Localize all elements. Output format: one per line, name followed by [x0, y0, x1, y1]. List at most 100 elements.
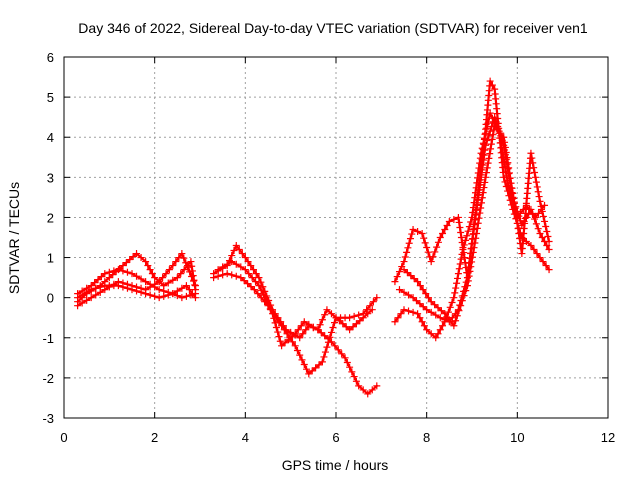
data-point — [480, 151, 488, 159]
data-point — [182, 282, 190, 290]
data-series — [74, 77, 553, 398]
data-point — [457, 228, 465, 236]
series-arc-g — [214, 258, 381, 398]
y-tick-label: 0 — [47, 291, 54, 306]
data-point — [485, 154, 493, 162]
data-point — [477, 204, 485, 212]
data-point — [447, 318, 455, 326]
y-tick-label: 4 — [47, 130, 54, 145]
data-point — [327, 328, 335, 336]
data-point — [101, 270, 109, 278]
data-point — [467, 263, 475, 271]
data-point — [148, 270, 156, 278]
series-arc-j — [395, 113, 553, 326]
data-point — [190, 277, 198, 285]
data-point — [531, 169, 539, 177]
data-point — [429, 253, 437, 261]
data-point — [296, 351, 304, 359]
data-point — [133, 250, 141, 258]
data-point — [298, 356, 306, 364]
data-point — [173, 274, 181, 282]
data-point — [514, 224, 522, 232]
data-point — [271, 319, 279, 327]
data-point — [462, 287, 470, 295]
data-point — [409, 225, 417, 233]
data-point — [335, 317, 343, 325]
data-point — [334, 346, 342, 354]
data-point — [408, 230, 416, 238]
data-point — [164, 288, 172, 296]
data-point — [359, 314, 367, 322]
data-point — [142, 286, 150, 294]
data-point — [539, 212, 547, 220]
data-point — [436, 326, 444, 334]
data-point — [228, 252, 236, 260]
data-point — [237, 274, 245, 282]
data-point — [228, 258, 236, 266]
data-point — [188, 272, 196, 280]
data-point — [350, 373, 358, 381]
data-point — [506, 174, 514, 182]
data-point — [431, 248, 439, 256]
data-point — [455, 218, 463, 226]
data-point — [327, 338, 335, 346]
data-point — [400, 258, 408, 266]
data-point — [169, 290, 177, 298]
data-point — [403, 269, 411, 277]
data-point — [348, 368, 356, 376]
data-point — [504, 159, 512, 167]
chart-title: Day 346 of 2022, Sidereal Day-to-day VTE… — [78, 20, 588, 36]
series-arc-c — [74, 250, 199, 310]
data-point — [391, 318, 399, 326]
data-point — [332, 314, 340, 322]
data-point — [187, 258, 195, 266]
data-point — [266, 305, 274, 313]
data-point — [255, 274, 263, 282]
data-point — [172, 258, 180, 266]
data-point — [473, 200, 481, 208]
data-point — [414, 227, 422, 235]
data-point — [391, 278, 399, 286]
data-point — [288, 333, 296, 341]
data-point — [338, 350, 346, 358]
data-point — [346, 314, 354, 322]
data-point — [254, 290, 262, 298]
data-point — [128, 282, 136, 290]
data-point — [405, 291, 413, 299]
data-point — [536, 254, 544, 262]
data-point — [297, 322, 305, 330]
data-point — [278, 322, 286, 330]
data-point — [272, 323, 280, 331]
data-point — [431, 301, 439, 309]
data-point — [527, 242, 535, 250]
data-point — [228, 271, 236, 279]
data-point — [471, 239, 479, 247]
data-point — [331, 342, 339, 350]
data-point — [180, 266, 188, 274]
data-point — [477, 171, 485, 179]
data-point — [350, 312, 358, 320]
data-point — [244, 280, 252, 288]
data-point — [454, 213, 462, 221]
data-point — [214, 272, 222, 280]
gridlines — [64, 57, 608, 418]
data-point — [455, 307, 463, 315]
y-tick-label: -1 — [42, 331, 54, 346]
data-point — [355, 382, 363, 390]
data-point — [436, 234, 444, 241]
data-point — [270, 314, 278, 322]
data-point — [458, 297, 466, 305]
data-point — [293, 346, 301, 354]
data-point — [291, 342, 299, 350]
data-point — [513, 214, 521, 222]
data-point — [473, 229, 481, 237]
data-point — [468, 213, 476, 221]
data-point — [512, 209, 520, 217]
series-line — [212, 244, 378, 339]
data-point — [87, 294, 95, 302]
data-point — [288, 338, 296, 346]
data-point — [462, 236, 470, 244]
data-point — [400, 266, 408, 274]
data-point — [510, 194, 518, 202]
